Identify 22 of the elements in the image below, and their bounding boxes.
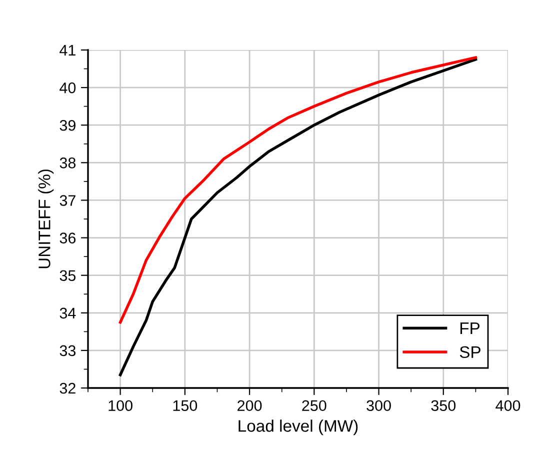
x-tick-label: 100 bbox=[108, 400, 132, 412]
y-tick-label: 39 bbox=[60, 120, 76, 131]
y-tick-label: 37 bbox=[60, 195, 76, 206]
x-tick-label: 200 bbox=[238, 400, 262, 412]
line-series bbox=[118, 56, 478, 324]
x-tick-label: 350 bbox=[431, 400, 456, 412]
x-axis-title: Load level (MW) bbox=[238, 420, 358, 436]
legend-label: FP bbox=[460, 322, 480, 334]
y-tick-label: 35 bbox=[60, 270, 76, 282]
y-axis-title: UNITEFF (%) bbox=[38, 170, 54, 268]
y-tick-label: 40 bbox=[60, 82, 76, 94]
x-tick-label: 300 bbox=[366, 400, 391, 412]
x-tick-label: 250 bbox=[302, 400, 326, 412]
legend-label: SP bbox=[460, 346, 480, 358]
y-tick-label: 41 bbox=[60, 45, 76, 56]
y-tick-label: 34 bbox=[60, 308, 76, 319]
x-tick-label: 150 bbox=[173, 400, 198, 412]
x-tick-label: 400 bbox=[496, 400, 520, 412]
y-tick-label: 38 bbox=[60, 158, 76, 168]
y-tick-label: 33 bbox=[60, 345, 76, 356]
y-tick-label: 32 bbox=[60, 382, 76, 394]
y-tick-label: 36 bbox=[60, 232, 76, 244]
